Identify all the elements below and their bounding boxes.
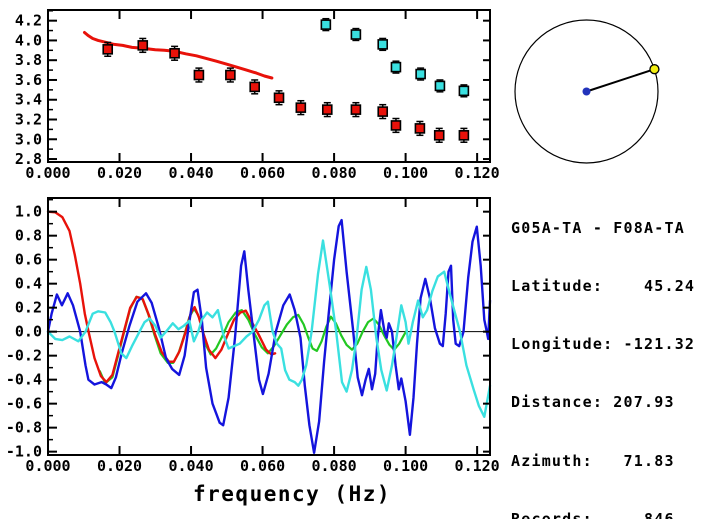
reference-phase-velocity-marker (415, 68, 426, 80)
reference-phase-velocity-marker (434, 80, 446, 92)
y-tick-label: 1.0 (15, 203, 42, 221)
measured-phase-velocity-marker (377, 106, 389, 117)
y-tick-label: -1.0 (6, 443, 42, 461)
reference-phase-velocity-marker (320, 19, 332, 30)
waveform-chart: 0.000 0.020 0.040 0.060 0.080 0.100 0.120 -1.0 -… (6, 197, 500, 475)
x-tick-label: 0.080 (312, 164, 357, 182)
y-tick-label: 0.6 (15, 251, 42, 269)
x-tick-label: 0.020 (97, 457, 142, 475)
y-tick-label: 4.2 (15, 12, 42, 30)
y-tick-label: 0.8 (15, 227, 42, 245)
measured-phase-velocity-marker (390, 120, 402, 131)
x-tick-label: 0.020 (97, 164, 142, 182)
station-azimuth-circle (514, 19, 660, 164)
x-tick-label: 0.060 (240, 164, 285, 182)
x-tick-label: 0.100 (383, 164, 428, 182)
measured-phase-velocity-marker (433, 130, 445, 141)
y-tick-label: -0.2 (6, 347, 42, 365)
y-tick-label: 4.0 (15, 31, 42, 49)
reference-phase-velocity-marker (458, 85, 470, 97)
measured-phase-velocity-marker (414, 123, 426, 134)
measured-phase-velocity-marker (102, 44, 114, 55)
y-tick-label: 3.6 (15, 71, 42, 89)
measured-phase-velocity-marker (225, 69, 236, 81)
center-station-dot (582, 87, 591, 96)
x-tick-label: 0.040 (168, 164, 213, 182)
y-tick-label: 3.4 (15, 91, 42, 109)
y-tick-label: 3.8 (15, 51, 42, 69)
reference-phase-velocity-marker (350, 29, 362, 40)
measured-phase-velocity-marker (137, 40, 149, 51)
remote-station-dot (649, 64, 660, 75)
latitude-line: Latitude: 45.24 (511, 277, 696, 296)
distance-line: Distance: 207.93 (511, 393, 675, 412)
y-tick-label: -0.4 (6, 371, 42, 389)
reference-phase-velocity-marker (390, 61, 402, 73)
plot-border (47, 197, 491, 456)
plot-border (47, 9, 491, 163)
measured-phase-velocity-marker (193, 69, 205, 81)
measured-phase-velocity (102, 37, 470, 143)
y-tick-label: 0.0 (15, 323, 42, 341)
x-tick-label: 0.120 (455, 457, 500, 475)
x-tick-label: 0.000 (25, 457, 70, 475)
measured-phase-velocity-marker (350, 104, 362, 115)
phase-velocity-chart: 0.000 0.020 0.040 0.060 0.080 0.100 0.120 2.8 3.… (15, 9, 500, 182)
azimuth-line: Azimuth: 71.83 (511, 451, 675, 470)
x-axis-title: frequency (Hz) (192, 482, 392, 506)
x-tick-label: 0.120 (455, 164, 500, 182)
y-tick-label: 3.2 (15, 111, 42, 129)
measured-phase-velocity-marker (295, 102, 307, 113)
reference-phase-velocity (320, 17, 470, 98)
measured-phase-velocity-marker (273, 92, 285, 104)
azimuth-line (586, 68, 655, 93)
measured-phase-velocity-marker (249, 81, 260, 93)
y-tick-label: 0.4 (15, 275, 42, 293)
longitude-line: Longitude: -121.32 (511, 335, 696, 354)
waveform-red (46, 210, 277, 384)
measured-phase-velocity-marker (321, 104, 333, 115)
station-pair-info: G05A-TA - F08A-TA Latitude: 45.24 Longit… (511, 180, 695, 519)
measured-phase-velocity-marker (458, 130, 470, 141)
y-tick-label: 0.2 (15, 299, 42, 317)
y-tick-label: -0.8 (6, 419, 42, 437)
y-tick-label: 2.8 (15, 150, 42, 168)
x-tick-label: 0.060 (240, 457, 285, 475)
x-tick-label: 0.000 (25, 164, 70, 182)
y-tick-label: -0.6 (6, 395, 42, 413)
reference-phase-velocity-marker (377, 39, 389, 50)
waveform-blue (46, 218, 492, 454)
measured-phase-velocity-marker (169, 47, 180, 59)
waveform-cyan (46, 239, 492, 418)
records-line: Records: 846 (511, 509, 675, 519)
y-tick-label: 3.0 (15, 130, 42, 148)
x-tick-label: 0.040 (168, 457, 213, 475)
x-tick-label: 0.080 (312, 457, 357, 475)
station-pair-title: G05A-TA - F08A-TA (511, 218, 685, 237)
x-tick-label: 0.100 (383, 457, 428, 475)
